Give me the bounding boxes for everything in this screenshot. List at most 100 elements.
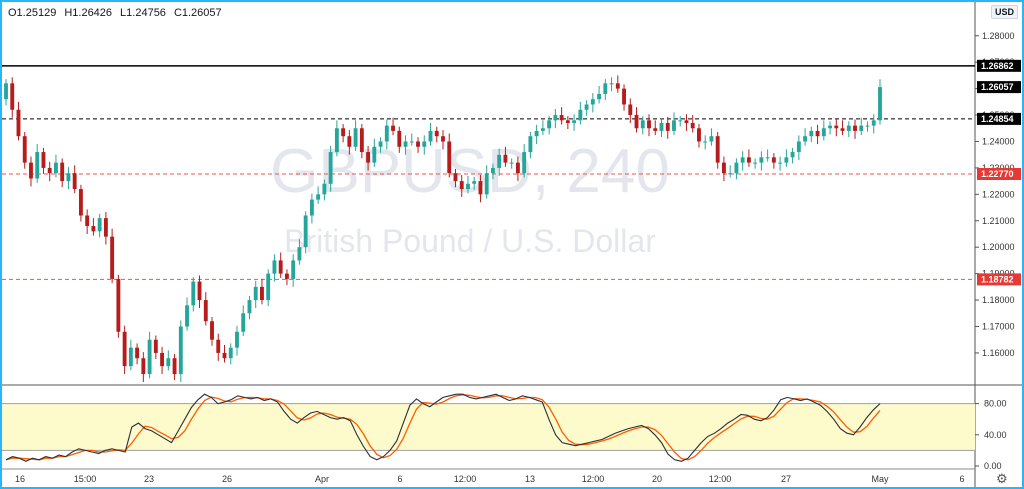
candle-body [640, 120, 645, 129]
candle-body [628, 104, 633, 116]
settings-gear-icon[interactable]: ⚙ [996, 471, 1008, 486]
price-tick-label: 1.21000 [982, 216, 1015, 226]
candle-body [865, 125, 870, 127]
candle-body [359, 128, 364, 153]
candle [609, 77, 614, 92]
candle [522, 144, 527, 178]
candle [565, 116, 570, 130]
candle [796, 135, 801, 160]
candle [29, 156, 33, 187]
candle [91, 218, 96, 236]
candle-body [672, 120, 676, 131]
time-tick-label: 15:00 [74, 474, 97, 484]
candle-body [565, 120, 570, 123]
candle-body [60, 162, 65, 182]
open-value: O1.25129 [8, 7, 57, 19]
candle-body [522, 152, 527, 174]
candle-body [160, 352, 165, 367]
candle-body [466, 183, 470, 190]
candle-body [41, 152, 46, 168]
candle-body [253, 286, 258, 301]
candle-body [191, 281, 196, 306]
candle [715, 131, 720, 169]
candle [771, 153, 776, 169]
level-tag-1.18782-bg [977, 273, 1021, 286]
candle [216, 333, 221, 361]
candle-body [210, 321, 214, 340]
stochastic-axis-ticks: 80.00 40.00 0.00 [975, 399, 1007, 471]
candle-body [216, 339, 221, 353]
candle [603, 79, 608, 100]
candle [166, 350, 171, 371]
candle-body [322, 183, 327, 195]
candle-body [615, 83, 620, 89]
candle [759, 151, 764, 171]
candle-body [185, 305, 189, 327]
candle [466, 175, 470, 194]
candle [740, 151, 745, 171]
candle-body [228, 347, 233, 359]
candle-body [665, 122, 670, 131]
level-tag-1.26862-bg [977, 59, 1021, 72]
candle [110, 228, 115, 284]
watermark-description: British Pound / U.S. Dollar [284, 223, 656, 259]
candle [278, 252, 283, 278]
candle [247, 295, 252, 320]
candle-body [153, 339, 158, 353]
time-tick-label: 12:00 [454, 474, 477, 484]
candle [334, 120, 339, 157]
candle-body [372, 146, 377, 163]
candle [422, 135, 427, 155]
candle-body [172, 358, 177, 375]
candle-body [122, 331, 127, 367]
candle [66, 167, 71, 190]
candle-body [4, 83, 8, 100]
candle-body [35, 152, 40, 179]
candle-body [840, 128, 845, 131]
candle [853, 119, 857, 139]
candle [703, 135, 708, 150]
candle [615, 75, 620, 93]
candle [428, 122, 433, 146]
candle [653, 120, 658, 136]
candle-body [622, 88, 626, 105]
level-tag-1.24854-bg [977, 112, 1021, 125]
candle [559, 107, 564, 125]
candle [122, 325, 127, 375]
candle-body [347, 136, 352, 147]
candle-body [459, 181, 464, 190]
candle [746, 149, 751, 167]
candle-body [859, 125, 864, 131]
candle-body [803, 136, 808, 142]
candle-body [765, 157, 770, 159]
candle [35, 144, 40, 183]
candle-body [647, 120, 651, 129]
candle-body [222, 352, 227, 359]
candle-body [703, 141, 708, 143]
candle-body [328, 152, 333, 184]
stochastic-tick-label: 40.00 [984, 430, 1007, 440]
candle [178, 320, 183, 382]
candle [721, 156, 726, 182]
candle [734, 158, 739, 180]
candle-body [422, 141, 427, 147]
candle-body [597, 93, 602, 100]
candle-body [746, 157, 751, 163]
candle [297, 239, 302, 265]
candle-body [447, 141, 452, 174]
candle [871, 114, 876, 134]
level-tag-1.22770: 1.22770 [981, 169, 1014, 179]
candle [778, 156, 783, 171]
candle-body [54, 162, 58, 174]
currency-label[interactable]: USD [991, 5, 1019, 19]
candle-body [609, 83, 614, 85]
time-tick-label: 13 [525, 474, 535, 484]
candle [659, 118, 664, 137]
candle-body [66, 173, 71, 182]
candle [203, 292, 208, 326]
candle-body [878, 87, 882, 121]
price-tags: 1.26862 1.24854 1.22770 1.18782 1.26057 [977, 59, 1021, 286]
price-tick-label: 1.18000 [982, 295, 1015, 305]
